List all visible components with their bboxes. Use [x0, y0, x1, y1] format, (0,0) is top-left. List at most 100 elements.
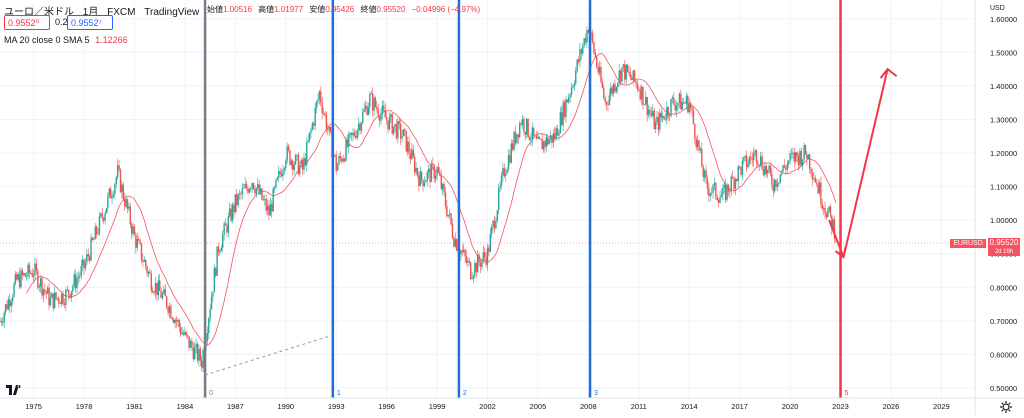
price-axis[interactable]: USD 1.60000 1.50000 1.40000 1.30000 1.20000 1.… [974, 0, 1017, 415]
trend-line[interactable] [204, 334, 334, 376]
sell-button[interactable]: 0.9552⁰ [4, 15, 50, 30]
candle-body [727, 184, 730, 192]
candle-body [547, 137, 549, 145]
last-price-value: 0.95520 [988, 238, 1020, 248]
candle-body [130, 224, 133, 234]
candle-body [153, 292, 155, 294]
candle-body [471, 278, 473, 280]
candle-body [198, 348, 200, 361]
candle-body [489, 234, 492, 252]
indicator-name[interactable]: MA 20 close 0 SMA 5 [4, 35, 90, 45]
candle-body [444, 192, 447, 207]
candle-body [561, 112, 563, 125]
candle-body [439, 172, 441, 176]
projection-arrow-up[interactable] [842, 68, 889, 258]
candle-body [710, 192, 713, 194]
projection-arrows[interactable] [828, 67, 898, 259]
candle-body [56, 298, 59, 299]
candle-body [568, 96, 570, 103]
symbol-name[interactable]: ユーロ／米ドル [4, 7, 74, 18]
candle-body [734, 179, 737, 189]
candle-body [419, 171, 421, 187]
interval[interactable]: 1月 [82, 7, 99, 18]
gear-icon[interactable] [1000, 400, 1012, 413]
candle-body [384, 109, 386, 118]
candle-body [240, 193, 242, 195]
candle-body [397, 121, 399, 139]
candle-body [248, 188, 251, 193]
indicator-legend[interactable]: MA 20 close 0 SMA 5 1.12266 [4, 35, 128, 45]
candle-body [269, 204, 272, 216]
candle-body [745, 155, 748, 168]
candle-body [324, 113, 326, 115]
candle-body [476, 254, 479, 273]
candle-body [135, 234, 137, 248]
candle-body [512, 143, 514, 150]
candle-body [164, 289, 167, 297]
candle-body [726, 184, 728, 200]
last-price-label: EURUSD 0.95520 2d 19h [950, 238, 1022, 256]
candle-body [663, 115, 665, 120]
tradingview-logo-icon[interactable] [6, 382, 22, 395]
candle-body [811, 173, 814, 180]
candle-body [537, 136, 539, 139]
symbol-header[interactable]: ユーロ／米ドル 1月 FXCM TradingView [4, 3, 199, 18]
candle-body [677, 103, 679, 106]
candle-body [346, 139, 349, 147]
candle-body [780, 171, 783, 175]
time-axis[interactable]: 1975 1978 1981 1984 1987 1990 1993 1996 1999 2002… [0, 397, 1024, 411]
candle-body [640, 86, 643, 100]
candle-body [391, 114, 393, 134]
candle-body [20, 270, 22, 288]
candle-body [395, 123, 398, 139]
candle-body [30, 273, 32, 274]
candle-body [41, 278, 43, 296]
candle-body [565, 99, 567, 117]
candle-body [0, 321, 3, 323]
candle-body [378, 116, 381, 121]
candle-body [388, 116, 391, 130]
candle-body [126, 199, 129, 209]
candle-body [227, 216, 230, 233]
candle-body [399, 123, 402, 139]
candle-body [622, 64, 625, 68]
candle-body [315, 101, 318, 108]
candle-body [479, 262, 482, 267]
candle-body [48, 287, 50, 306]
candle-body [21, 270, 24, 276]
candle-body [799, 150, 801, 166]
candle-body [628, 71, 630, 73]
candle-body [831, 215, 833, 230]
price-tick-label: 1.30000 [990, 115, 1017, 124]
candle-body [185, 331, 188, 335]
close-label: 終値 [360, 5, 377, 14]
candle-body [491, 226, 493, 235]
candle-body [86, 254, 88, 263]
candle-body [498, 187, 500, 211]
candle-body [779, 174, 781, 183]
candle-body [55, 292, 57, 299]
candle-body [629, 72, 632, 78]
candle-body [72, 286, 74, 292]
time-tick-label: 2017 [731, 402, 748, 411]
candle-body [415, 167, 417, 173]
candle-body [827, 210, 829, 218]
candle-body [472, 275, 475, 279]
candle-body [573, 83, 576, 87]
candle-body [751, 158, 753, 161]
candle-body [342, 158, 344, 162]
candle-body [105, 207, 108, 214]
candle-body [577, 59, 580, 62]
candle-body [408, 141, 410, 154]
projection-arrow-down[interactable] [828, 219, 845, 258]
candle-body [136, 239, 138, 248]
candle-body [3, 312, 5, 323]
candle-body [341, 158, 343, 162]
candle-body [69, 294, 71, 298]
candle-body [671, 97, 674, 100]
candle-body [352, 132, 354, 136]
candle-body [243, 187, 245, 189]
buy-button[interactable]: 0.9552⁷ [67, 15, 113, 30]
time-tick-label: 2029 [933, 402, 950, 411]
